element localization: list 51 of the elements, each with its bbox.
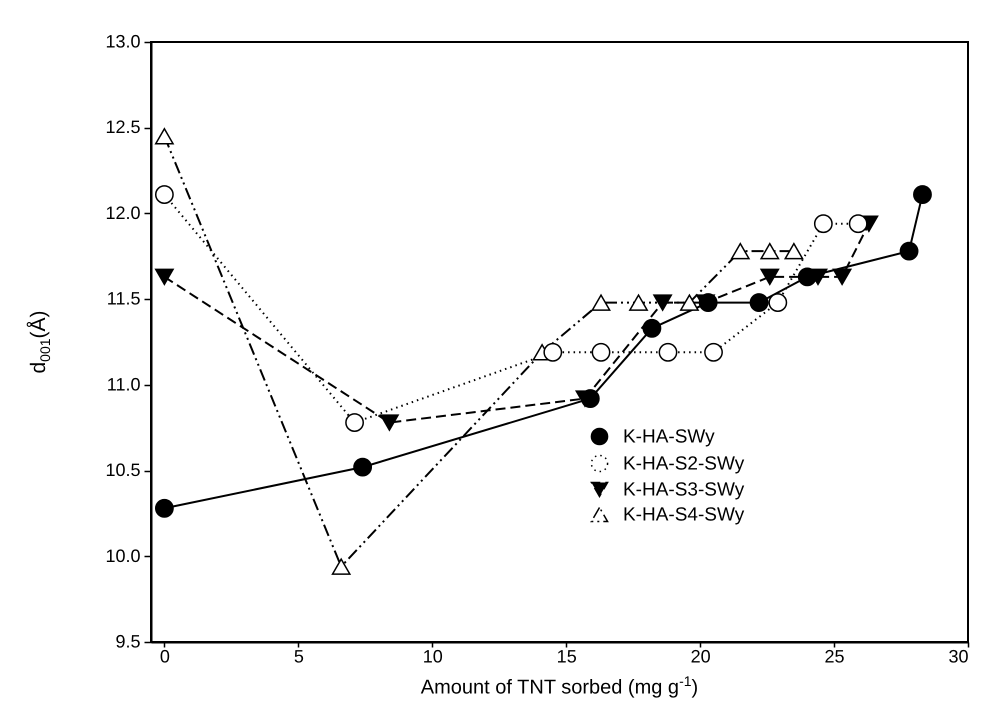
x-tick-label: 10: [422, 646, 443, 666]
legend-label: K-HA-S2-SWy: [623, 454, 745, 474]
point: [814, 214, 833, 234]
point: [750, 293, 768, 312]
point: [592, 294, 610, 311]
point: [154, 498, 174, 518]
y-tick-label: 12.0: [105, 202, 140, 223]
point: [680, 294, 699, 311]
point: [580, 389, 600, 408]
x-tick-label: 5: [294, 646, 304, 666]
legend-label: K-HA-SWy: [623, 426, 716, 448]
y-tick-label: 13.0: [105, 32, 140, 52]
point: [345, 413, 364, 432]
point: [642, 318, 662, 338]
point: [768, 293, 788, 312]
point: [543, 342, 562, 362]
point: [760, 242, 780, 260]
x-tick-label: 15: [556, 646, 577, 666]
point: [704, 342, 723, 362]
point: [760, 268, 780, 286]
x-tick-label: 0: [160, 646, 170, 666]
point: [658, 342, 678, 362]
legend-label: K-HA-S4-SWy: [623, 504, 745, 526]
point: [154, 185, 174, 204]
point: [154, 268, 174, 286]
point: [832, 268, 852, 286]
point: [730, 242, 750, 260]
legend-label: K-HA-S3-SWy: [623, 480, 745, 500]
point: [332, 558, 351, 575]
y-tick-label: 11.5: [106, 288, 140, 309]
x-tick-label: 20: [690, 646, 711, 666]
x-axis-title: Amount of TNT sorbed (mg g$^{-1}$): [420, 672, 700, 699]
point: [784, 242, 804, 260]
point: [848, 214, 868, 234]
y-tick-label: 9.5: [115, 632, 140, 652]
point: [798, 267, 817, 286]
point: [653, 294, 672, 311]
point: [380, 414, 399, 431]
y-tick-label: 11.0: [106, 374, 140, 394]
y-tick-label: 10.0: [105, 546, 140, 566]
point: [698, 293, 718, 312]
point: [592, 342, 610, 362]
point: [154, 128, 174, 145]
x-tick-label: 25: [824, 646, 845, 666]
point: [913, 185, 932, 204]
y-tick-label: 10.5: [105, 460, 140, 480]
point: [353, 458, 372, 477]
y-tick-label: 12.5: [105, 117, 140, 138]
point: [629, 294, 648, 311]
x-tick-label: 30: [948, 646, 968, 666]
point: [900, 242, 918, 261]
